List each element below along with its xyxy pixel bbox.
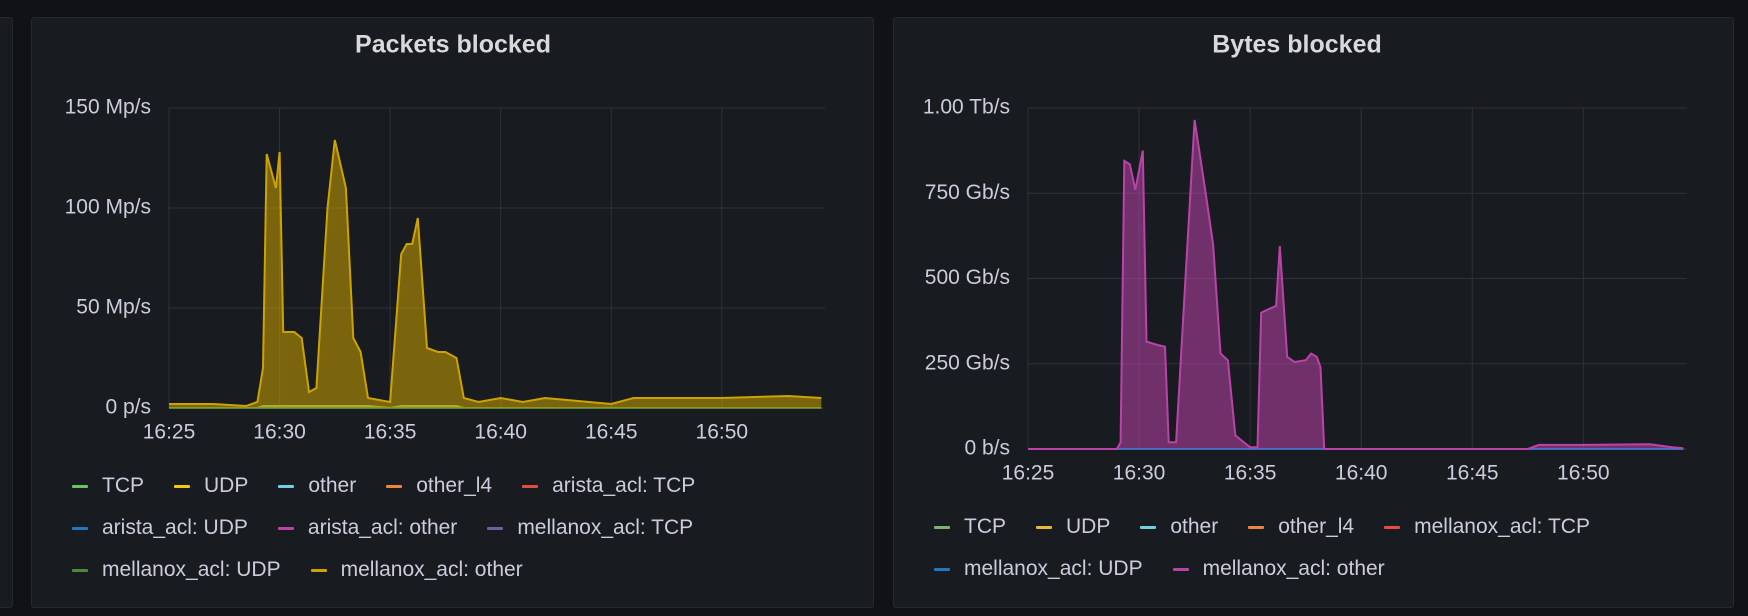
x-tick-label: 16:50 (1557, 462, 1610, 485)
y-tick-label: 150 Mp/s (65, 96, 151, 119)
legend-item[interactable]: mellanox_acl: other (310, 558, 523, 582)
x-tick-label: 16:25 (1002, 462, 1055, 485)
panel (31, 17, 874, 608)
legend-label: TCP (102, 474, 144, 497)
legend-label: mellanox_acl: UDP (964, 557, 1143, 580)
y-tick-label: 250 Gb/s (925, 351, 1010, 374)
legend-swatch (1140, 525, 1157, 529)
legend-label: other_l4 (1278, 515, 1355, 538)
legend-label: mellanox_acl: other (1202, 557, 1385, 580)
series-line (1028, 119, 1684, 450)
chart-title: Bytes blocked (1212, 31, 1382, 59)
legend-swatch (1036, 525, 1052, 529)
legend-item[interactable]: other_l4 (386, 474, 492, 498)
legend-label: arista_acl: TCP (552, 474, 696, 497)
legend-item[interactable]: mellanox_acl: UDP (72, 558, 281, 582)
legend-label: other (1170, 515, 1219, 538)
y-tick-label: 0 b/s (964, 437, 1010, 460)
legend-swatch (72, 526, 88, 530)
legend-item[interactable]: TCP (72, 474, 144, 498)
legend-label: mellanox_acl: other (340, 558, 523, 581)
y-tick-label: 500 Gb/s (925, 266, 1010, 289)
legend-swatch (487, 526, 504, 530)
side-panel (0, 17, 13, 608)
legend-swatch (934, 525, 950, 529)
legend-item[interactable]: UDP (174, 474, 248, 498)
legend-label: arista_acl: UDP (102, 516, 248, 539)
legend-item[interactable]: mellanox_acl: TCP (487, 516, 693, 540)
legend-item[interactable]: mellanox_acl: other (1172, 557, 1385, 581)
legend: TCP UDP other other_l4 mellanox_acl: TCP mell… (934, 515, 1724, 581)
y-tick-label: 0 p/s (105, 396, 151, 419)
x-tick-label: 16:35 (1224, 462, 1277, 485)
legend-item[interactable]: arista_acl: other (277, 516, 458, 540)
series-line (169, 139, 822, 408)
legend-swatch (72, 484, 88, 488)
legend-item[interactable]: TCP (934, 515, 1006, 539)
legend-label: mellanox_acl: UDP (102, 558, 281, 581)
x-tick-label: 16:25 (143, 421, 196, 444)
legend-swatch (310, 568, 327, 572)
legend-swatch (1248, 525, 1265, 529)
legend-swatch (278, 484, 295, 488)
x-tick-label: 16:45 (585, 421, 638, 444)
y-tick-label: 100 Mp/s (65, 196, 151, 219)
legend-label: arista_acl: other (307, 516, 458, 539)
legend-label: other (308, 474, 357, 497)
legend-swatch (1172, 567, 1189, 571)
legend-item[interactable]: arista_acl: UDP (72, 516, 248, 540)
legend-swatch (72, 568, 88, 572)
legend-label: mellanox_acl: TCP (517, 516, 694, 539)
legend-item[interactable]: arista_acl: TCP (522, 474, 695, 498)
legend-item[interactable]: mellanox_acl: UDP (934, 557, 1143, 581)
legend-item[interactable]: UDP (1036, 515, 1110, 539)
series-area (169, 140, 822, 408)
legend-swatch (386, 484, 403, 488)
series-area (1028, 119, 1684, 450)
x-tick-label: 16:40 (474, 421, 527, 444)
legend-item[interactable]: other (278, 474, 356, 498)
x-tick-label: 16:40 (1335, 462, 1388, 485)
legend-item[interactable]: other_l4 (1248, 515, 1354, 539)
y-tick-label: 750 Gb/s (925, 181, 1010, 204)
chart-title: Packets blocked (355, 31, 551, 59)
legend-swatch (1384, 525, 1401, 529)
legend-label: mellanox_acl: TCP (1414, 515, 1590, 538)
legend-label: TCP (964, 515, 1006, 538)
x-tick-label: 16:45 (1446, 462, 1499, 485)
legend-swatch (174, 484, 190, 488)
legend-item[interactable]: mellanox_acl: TCP (1384, 515, 1590, 539)
legend-item[interactable]: other (1140, 515, 1218, 539)
x-tick-label: 16:30 (253, 421, 306, 444)
x-tick-label: 16:30 (1113, 462, 1166, 485)
legend: TCP UDP other other_l4 arista_acl: TCP arista… (72, 474, 792, 582)
legend-swatch (934, 567, 950, 571)
legend-label: other_l4 (416, 474, 493, 497)
x-tick-label: 16:35 (364, 421, 417, 444)
legend-swatch (277, 526, 294, 530)
legend-label: UDP (1066, 515, 1111, 538)
legend-swatch (522, 484, 539, 488)
legend-label: UDP (204, 474, 249, 497)
y-tick-label: 50 Mp/s (76, 296, 151, 319)
panel (893, 17, 1734, 608)
y-tick-label: 1.00 Tb/s (923, 96, 1010, 119)
x-tick-label: 16:50 (696, 421, 749, 444)
